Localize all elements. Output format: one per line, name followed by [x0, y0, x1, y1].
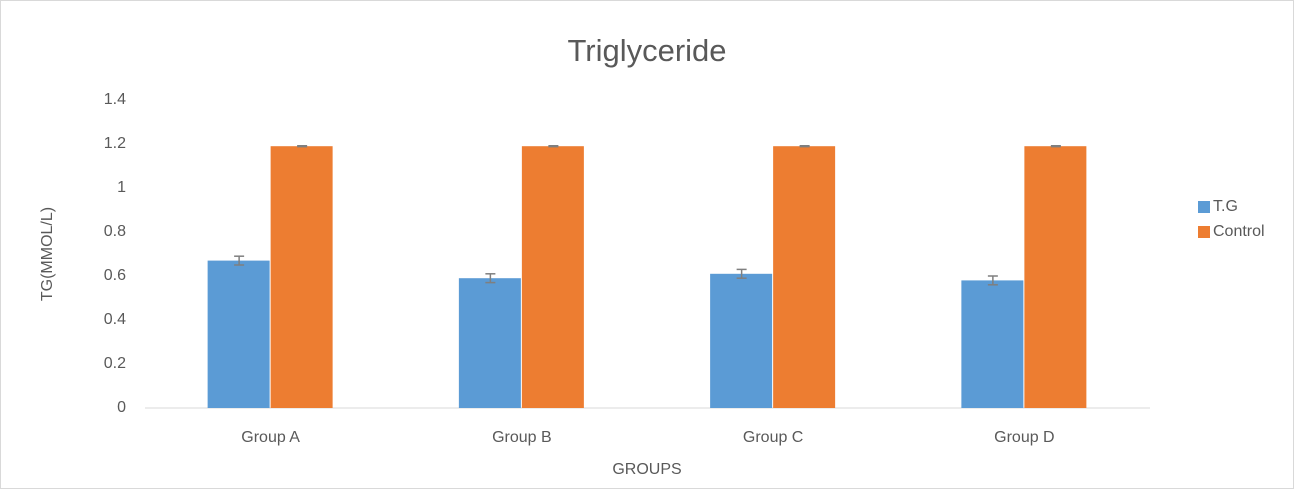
y-tick-label: 1 [117, 179, 126, 196]
legend-swatch [1198, 201, 1210, 213]
chart-title: Triglyceride [567, 33, 726, 68]
legend-label: T.G [1213, 198, 1238, 215]
bar [773, 146, 836, 408]
y-tick-label: 1.2 [104, 135, 126, 152]
bar [521, 146, 584, 408]
error-bar [1050, 145, 1061, 148]
x-tick-label: Group C [743, 429, 803, 446]
bar [458, 278, 521, 408]
bar [1024, 146, 1087, 408]
x-tick-label: Group A [241, 429, 300, 446]
error-bar [485, 273, 496, 284]
y-tick-label: 0.6 [104, 267, 126, 284]
y-tick-label: 0.2 [104, 355, 126, 372]
error-bar [234, 255, 245, 266]
y-tick-label: 0.4 [104, 311, 126, 328]
x-tick-label: Group D [994, 429, 1054, 446]
error-bar [297, 145, 308, 148]
bar [710, 273, 773, 408]
bar [207, 260, 270, 408]
legend-swatch [1198, 226, 1210, 238]
y-tick-label: 0.8 [104, 223, 126, 240]
error-bar [548, 145, 559, 148]
y-tick-label: 1.4 [104, 91, 126, 108]
y-tick-label: 0 [117, 399, 126, 416]
bar [270, 146, 333, 408]
y-axis-label: TG(MMOL/L) [39, 207, 56, 301]
error-bar [799, 145, 810, 148]
error-bar [736, 268, 747, 279]
bar [961, 280, 1024, 408]
error-bar [987, 275, 998, 286]
x-tick-label: Group B [492, 429, 552, 446]
x-axis-label: GROUPS [612, 461, 681, 478]
legend-label: Control [1213, 223, 1265, 240]
